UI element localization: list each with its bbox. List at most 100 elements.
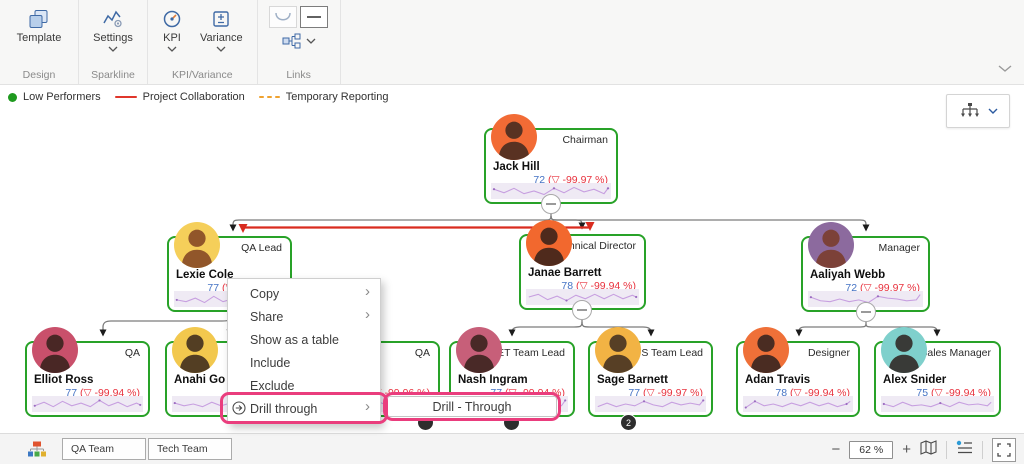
org-node-jack-hill[interactable]: Chairman Jack Hill 72 (▽ -99.97 %) bbox=[484, 114, 618, 204]
settings-label: Settings bbox=[93, 32, 133, 44]
node-title: QA Lead bbox=[241, 242, 282, 254]
group-label-sparkline: Sparkline bbox=[91, 69, 135, 81]
legend-item-low-performers: Low Performers bbox=[8, 91, 101, 103]
menu-item-copy[interactable]: Copy › bbox=[250, 283, 370, 301]
avatar bbox=[526, 220, 572, 266]
node-name: Alex Snider bbox=[883, 374, 947, 386]
menu-item-share[interactable]: Share › bbox=[250, 306, 370, 324]
zoom-level-value[interactable]: 62 % bbox=[849, 440, 894, 459]
chevron-down-icon bbox=[306, 38, 316, 44]
node-name: Jack Hill bbox=[493, 161, 540, 173]
node-name: Aaliyah Webb bbox=[810, 269, 886, 281]
settings-button[interactable]: Settings bbox=[87, 6, 139, 54]
ribbon-collapse-button[interactable] bbox=[998, 60, 1012, 78]
sparkline bbox=[595, 396, 706, 412]
curved-link-button[interactable] bbox=[269, 6, 298, 28]
curved-link-icon bbox=[275, 12, 291, 21]
chevron-down-icon bbox=[216, 46, 226, 52]
org-node-aaliyah-webb[interactable]: Manager Aaliyah Webb 72 (▽ -99.97 %) bbox=[801, 222, 930, 312]
variance-icon bbox=[211, 8, 231, 30]
avatar bbox=[32, 327, 78, 373]
group-label-design: Design bbox=[22, 69, 56, 81]
sparkline bbox=[743, 396, 853, 412]
node-name: Elliot Ross bbox=[34, 374, 94, 386]
group-label-links: Links bbox=[286, 69, 311, 81]
variance-button[interactable]: Variance bbox=[194, 6, 249, 54]
collapse-toggle-aaliyah[interactable] bbox=[856, 302, 876, 322]
node-title: JS Team Lead bbox=[636, 347, 703, 359]
group-label-kpi-variance: KPI/Variance bbox=[172, 69, 233, 81]
node-title: Manager bbox=[878, 242, 920, 254]
team-view-icon[interactable] bbox=[28, 441, 46, 463]
legend-toggle-icon[interactable] bbox=[956, 440, 973, 460]
minimap-icon[interactable] bbox=[920, 439, 937, 460]
node-title: Chairman bbox=[562, 134, 608, 146]
template-button[interactable]: Template bbox=[11, 6, 68, 46]
sparkline bbox=[881, 396, 994, 412]
submenu-arrow-icon: › bbox=[365, 306, 370, 323]
node-title: QA bbox=[124, 347, 140, 359]
drill-through-icon bbox=[232, 401, 246, 418]
org-node-alex-snider[interactable]: Sales Manager Alex Snider 75 (▽ -99.94 %… bbox=[874, 327, 1001, 417]
submenu-arrow-icon: › bbox=[365, 283, 370, 300]
legend-label: Low Performers bbox=[23, 91, 101, 103]
zoom-in-button[interactable]: + bbox=[902, 441, 911, 458]
menu-item-exclude[interactable]: Exclude bbox=[250, 378, 295, 393]
legend-item-temporary-reporting: Temporary Reporting bbox=[258, 91, 388, 103]
team-tab-tech[interactable]: Tech Team bbox=[148, 438, 232, 460]
sparkline bbox=[32, 396, 143, 412]
child-count-badge[interactable]: 2 bbox=[620, 414, 637, 431]
org-node-elliot-ross[interactable]: QA Elliot Ross 77 (▽ -99.94 %) bbox=[25, 327, 150, 417]
node-title: .NET Team Lead bbox=[486, 347, 565, 359]
legend-line-icon bbox=[114, 95, 137, 99]
node-title: Technical Director bbox=[552, 240, 636, 252]
avatar bbox=[456, 327, 502, 373]
ribbon-group-links: Links bbox=[258, 0, 341, 84]
org-node-adan-travis[interactable]: Designer Adan Travis 78 (▽ -99.94 %) bbox=[736, 327, 860, 417]
submenu-arrow-icon: › bbox=[365, 398, 370, 415]
org-links-icon bbox=[282, 33, 301, 49]
org-node-janae-barrett[interactable]: Technical Director Janae Barrett 78 (▽ -… bbox=[519, 220, 646, 310]
collapse-toggle-janae[interactable] bbox=[572, 300, 592, 320]
menu-item-show-as-table[interactable]: Show as a table bbox=[250, 332, 339, 347]
variance-label: Variance bbox=[200, 32, 243, 44]
chevron-down-icon bbox=[108, 46, 118, 52]
ribbon-group-design: Template Design bbox=[0, 0, 79, 84]
template-label: Template bbox=[16, 32, 62, 44]
drill-through-submenu[interactable]: Drill - Through bbox=[383, 392, 561, 421]
legend-dot-icon bbox=[8, 92, 17, 102]
team-tab-qa[interactable]: QA Team bbox=[62, 438, 146, 460]
chevron-down-icon bbox=[167, 46, 177, 52]
fit-to-screen-button[interactable] bbox=[992, 437, 1016, 462]
avatar bbox=[808, 222, 854, 268]
org-node-sage-barnett[interactable]: JS Team Lead Sage Barnett 77 (▽ -99.97 %… bbox=[588, 327, 713, 417]
menu-item-include[interactable]: Include bbox=[250, 355, 291, 370]
template-icon bbox=[28, 8, 50, 30]
node-name: Lexie Cole bbox=[176, 269, 234, 281]
collapse-toggle-jack[interactable] bbox=[541, 194, 561, 214]
legend-item-project-collaboration: Project Collaboration bbox=[114, 91, 245, 103]
ribbon-toolbar: Template Design Settings Sparkline bbox=[0, 0, 1024, 85]
drill-through-submenu-item[interactable]: Drill - Through bbox=[387, 396, 557, 417]
node-name: Janae Barrett bbox=[528, 267, 602, 279]
node-name: Nash Ingram bbox=[458, 374, 528, 386]
node-name: Adan Travis bbox=[745, 374, 811, 386]
straight-link-button[interactable] bbox=[300, 6, 329, 28]
kpi-button[interactable]: KPI bbox=[156, 6, 188, 54]
context-menu: Copy › Share › Show as a table Include Exc… bbox=[227, 278, 381, 424]
avatar bbox=[743, 327, 789, 373]
zoom-out-button[interactable]: − bbox=[831, 441, 841, 458]
legend-label: Project Collaboration bbox=[142, 91, 245, 103]
sparkline bbox=[526, 289, 639, 305]
node-name: Anahi Go bbox=[174, 374, 226, 386]
link-layout-button[interactable] bbox=[282, 33, 316, 49]
avatar bbox=[172, 327, 218, 373]
layout-orientation-button[interactable] bbox=[946, 94, 1010, 128]
chevron-down-icon bbox=[988, 108, 997, 114]
avatar bbox=[174, 222, 220, 268]
menu-item-drill-through[interactable]: Drill through › bbox=[228, 397, 380, 420]
legend-dashed-icon bbox=[258, 95, 280, 99]
node-name: Sage Barnett bbox=[597, 374, 668, 386]
status-bar: QA Team Tech Team − 62 % + bbox=[0, 433, 1024, 464]
